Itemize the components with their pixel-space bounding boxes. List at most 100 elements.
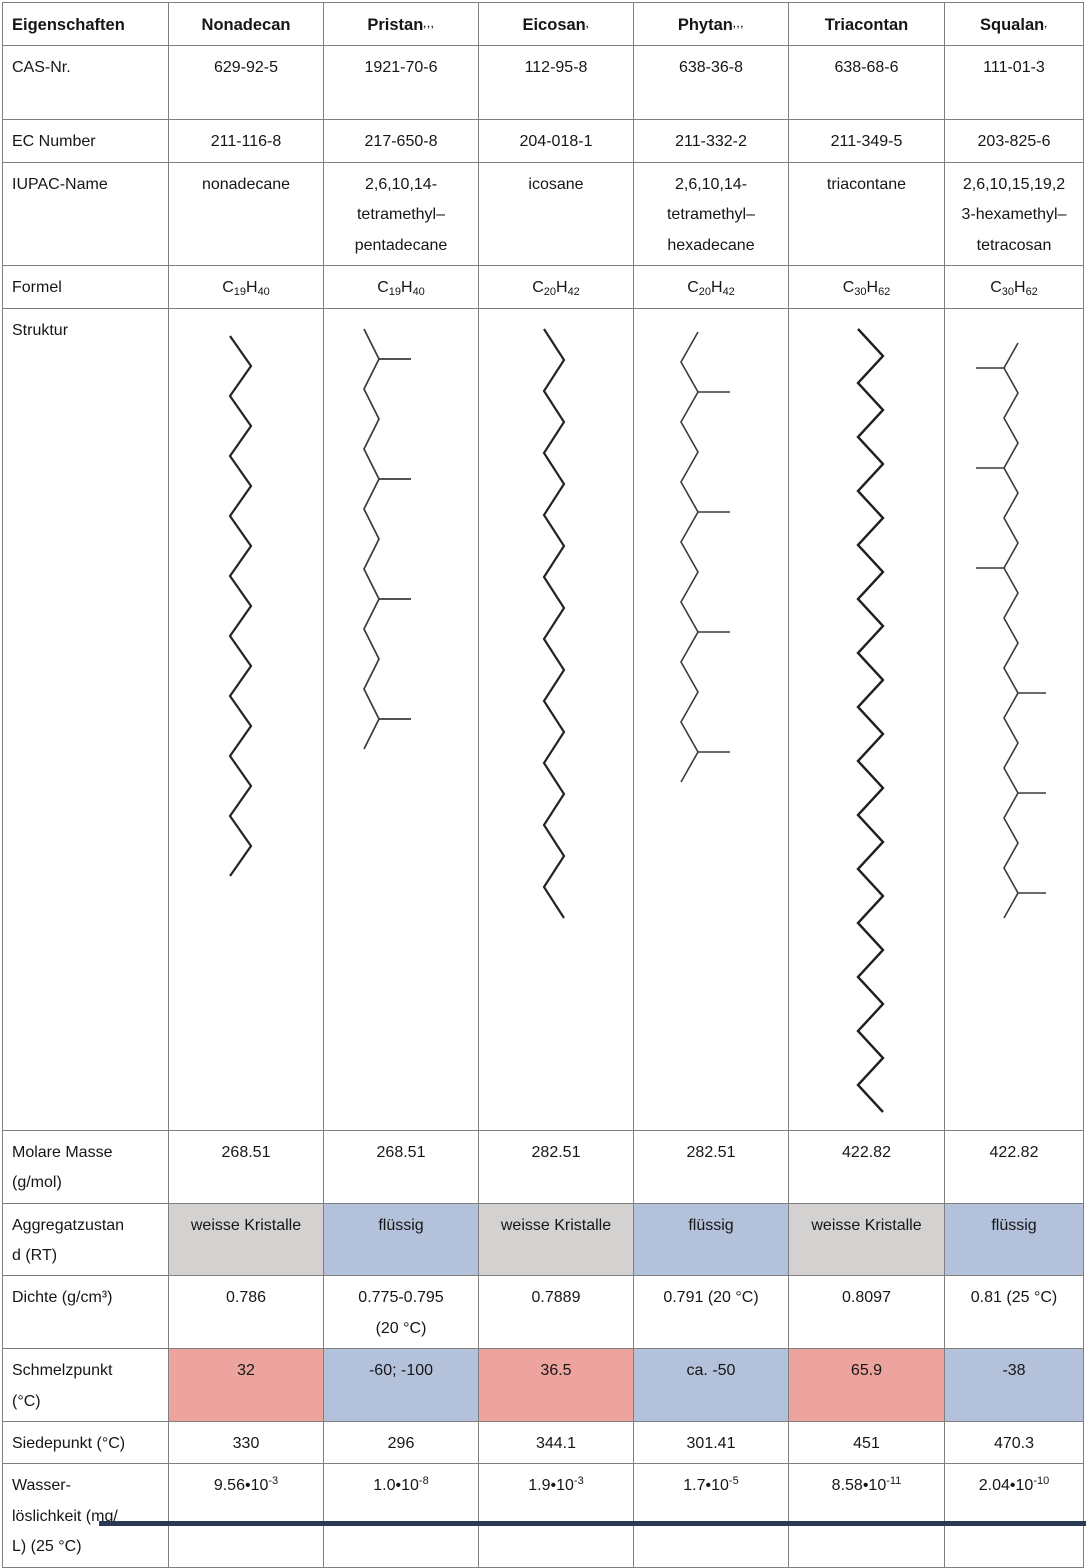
solubility-exponent: -5: [728, 1475, 739, 1488]
table-row-header: Eigenschaften Nonadecan Pristan‚‚‚ Eicos…: [2, 1, 1084, 47]
iupac-value: 2,6,10,14- tetramethyl– hexadecane: [633, 161, 789, 266]
compound-name: Triacontan: [824, 16, 909, 34]
solubility-base: 8.58•10: [831, 1477, 887, 1495]
solubility-exponent: -3: [573, 1475, 584, 1488]
subscript: 20: [698, 285, 711, 298]
molar-mass-value: 282.51: [478, 1129, 634, 1204]
table-row-cas: CAS-Nr. 629-92-5 1921-70-6 112-95-8 638-…: [2, 45, 1084, 121]
solubility-exponent: -11: [886, 1475, 902, 1488]
subscript: 20: [543, 285, 556, 298]
solubility-value: 2.04•10-10: [944, 1463, 1084, 1568]
iupac-value: icosane: [478, 161, 634, 266]
density-value: 0.791 (20 °C): [633, 1275, 789, 1350]
row-label-struktur: Struktur: [2, 307, 169, 1131]
structure-drawing-nonadecan: [175, 316, 317, 1126]
boiling-point-value: 296: [323, 1421, 479, 1465]
element-symbol: C: [222, 278, 234, 296]
row-label-dichte: Dichte (g/cm³): [2, 1275, 169, 1350]
solubility-base: 9.56•10: [213, 1477, 269, 1495]
boiling-point-value: 344.1: [478, 1421, 634, 1465]
subscript: 19: [233, 285, 246, 298]
solubility-exponent: -10: [1033, 1475, 1050, 1488]
melting-point-value: 65.9: [788, 1348, 945, 1423]
structure-cell-triacontan: [788, 307, 945, 1131]
subscript: 40: [257, 285, 270, 298]
compound-name: Pristan: [367, 16, 424, 34]
footnote-marks: ‚: [1044, 19, 1048, 30]
element-symbol: H: [246, 278, 258, 296]
cas-value: 638-68-6: [788, 45, 945, 121]
solubility-exponent: -3: [268, 1475, 279, 1488]
structure-drawing-pristan: [330, 316, 472, 1126]
boiling-point-value: 470.3: [944, 1421, 1084, 1465]
ec-value: 203-825-6: [944, 119, 1084, 163]
density-value: 0.7889: [478, 1275, 634, 1350]
density-value: 0.8097: [788, 1275, 945, 1350]
header-squalan: Squalan‚: [944, 1, 1084, 47]
ec-value: 211-116-8: [168, 119, 324, 163]
compound-name: Phytan: [677, 16, 733, 34]
row-label-molare-masse: Molare Masse (g/mol): [2, 1129, 169, 1204]
subscript: 19: [388, 285, 401, 298]
melting-point-value: ca. -50: [633, 1348, 789, 1423]
melting-point-value: 32: [168, 1348, 324, 1423]
subscript: 40: [412, 285, 425, 298]
compound-name: Squalan: [980, 16, 1045, 34]
solubility-value: 1.7•10-5: [633, 1463, 789, 1568]
molar-mass-value: 268.51: [323, 1129, 479, 1204]
subscript: 42: [722, 285, 735, 298]
table-row-schmelzpunkt: Schmelzpunkt (°C) 32 -60; -100 36.5 ca. …: [2, 1348, 1084, 1423]
row-label-cas: CAS-Nr.: [2, 45, 169, 121]
structure-cell-squalan: [944, 307, 1084, 1131]
solubility-exponent: -8: [418, 1475, 429, 1488]
header-phytan: Phytan‚‚‚: [633, 1, 789, 47]
iupac-value: triacontane: [788, 161, 945, 266]
subscript: 62: [1025, 285, 1038, 298]
structure-cell-phytan: [633, 307, 789, 1131]
row-label-aggregatzustand: Aggregatzustan d (RT): [2, 1202, 169, 1277]
density-value: 0.786: [168, 1275, 324, 1350]
state-value: weisse Kristalle: [168, 1202, 324, 1277]
state-value: weisse Kristalle: [788, 1202, 945, 1277]
structure-cell-pristan: [323, 307, 479, 1131]
header-eigenschaften: Eigenschaften: [2, 1, 169, 47]
cutoff-row-bar: [99, 1521, 1086, 1526]
header-pristan: Pristan‚‚‚: [323, 1, 479, 47]
cas-value: 629-92-5: [168, 45, 324, 121]
structure-drawing-squalan: [951, 316, 1077, 1126]
melting-point-value: -60; -100: [323, 1348, 479, 1423]
structure-drawing-phytan: [640, 316, 782, 1126]
element-symbol: C: [532, 278, 544, 296]
molar-mass-value: 422.82: [788, 1129, 945, 1204]
row-label-ec: EC Number: [2, 119, 169, 163]
solubility-value: 1.0•10-8: [323, 1463, 479, 1568]
ec-value: 217-650-8: [323, 119, 479, 163]
row-label-iupac: IUPAC-Name: [2, 161, 169, 266]
row-label-schmelzpunkt: Schmelzpunkt (°C): [2, 1348, 169, 1423]
solubility-base: 1.9•10: [528, 1477, 574, 1495]
table-row-molare-masse: Molare Masse (g/mol) 268.51 268.51 282.5…: [2, 1129, 1084, 1204]
table-row-dichte: Dichte (g/cm³) 0.786 0.775-0.795 (20 °C)…: [2, 1275, 1084, 1350]
state-value: flüssig: [323, 1202, 479, 1277]
footnote-marks: ‚‚‚: [423, 19, 435, 30]
table-row-struktur: Struktur: [2, 307, 1084, 1131]
molar-mass-value: 268.51: [168, 1129, 324, 1204]
element-symbol: C: [377, 278, 389, 296]
table-row-siedepunkt: Siedepunkt (°C) 330 296 344.1 301.41 451…: [2, 1421, 1084, 1465]
structure-drawing-triacontan: [795, 316, 938, 1126]
ec-value: 211-349-5: [788, 119, 945, 163]
ec-value: 211-332-2: [633, 119, 789, 163]
compound-name: Nonadecan: [201, 16, 291, 34]
density-value: 0.81 (25 °C): [944, 1275, 1084, 1350]
element-symbol: H: [711, 278, 723, 296]
row-label-siedepunkt: Siedepunkt (°C): [2, 1421, 169, 1465]
cas-value: 638-36-8: [633, 45, 789, 121]
structure-cell-eicosan: [478, 307, 634, 1131]
density-value: 0.775-0.795 (20 °C): [323, 1275, 479, 1350]
solubility-base: 1.7•10: [683, 1477, 729, 1495]
table-row-aggregatzustand: Aggregatzustan d (RT) weisse Kristalle f…: [2, 1202, 1084, 1277]
structure-drawing-eicosan: [485, 316, 627, 1126]
table-row-ec: EC Number 211-116-8 217-650-8 204-018-1 …: [2, 119, 1084, 163]
